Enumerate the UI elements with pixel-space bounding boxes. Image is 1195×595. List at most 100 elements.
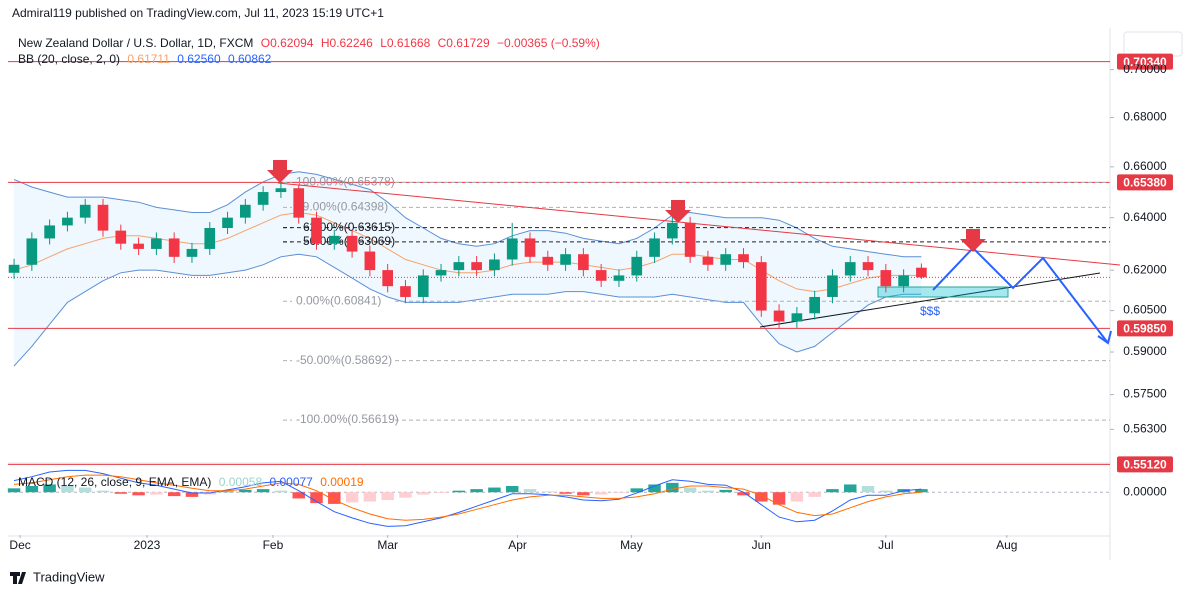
y-tick-label: 0.62000: [1123, 262, 1167, 276]
trend-line: [277, 182, 1121, 266]
histogram-bar: [399, 492, 412, 498]
candles: [8, 182, 927, 328]
histogram-bar: [43, 484, 56, 493]
histogram-bar: [594, 492, 608, 495]
candle-body: [809, 296, 820, 314]
axes: 0.70340 0.65380 0.59850 0.55120 0.70000 0.680…: [9, 53, 1173, 552]
histogram-bar: [577, 492, 590, 496]
candle-body: [916, 267, 927, 278]
candle-body: [738, 254, 749, 263]
candle-body: [844, 262, 856, 276]
symbol-title: New Zealand Dollar / U.S. Dollar, 1D, FX…: [18, 36, 254, 50]
candle-body: [489, 259, 500, 271]
histogram-bar: [683, 487, 697, 493]
signal-line: [13, 474, 922, 521]
zone: [877, 286, 1009, 298]
candle-body: [560, 254, 571, 265]
header: Admiral119 published on TradingView.com,…: [12, 6, 384, 20]
macd-line: [13, 469, 922, 527]
histogram-bar: [328, 492, 341, 504]
projection-arrowhead: [1097, 330, 1112, 345]
x-tick-label: Mar: [377, 538, 398, 552]
x-tick-label: May: [620, 538, 643, 552]
level-label: 0.65380: [1123, 176, 1167, 190]
candle-body: [257, 192, 269, 205]
candle-body: [773, 310, 785, 322]
fib-label: 62.00%(0.63615): [303, 220, 395, 234]
candle-body: [542, 256, 554, 265]
histogram-bar: [648, 484, 661, 493]
histogram-bar: [844, 484, 857, 493]
histogram-bar: [772, 492, 786, 505]
down-arrow: [267, 160, 293, 183]
candle-body: [453, 262, 465, 271]
candle-body: [293, 188, 305, 218]
candle-body: [595, 270, 607, 281]
histogram-bar: [861, 486, 875, 493]
y-tick-label: 0.70000: [1123, 62, 1167, 76]
fib-label: 0.00%(0.60841): [296, 293, 381, 307]
histogram-bar: [239, 489, 252, 493]
candle-body: [311, 217, 322, 244]
histogram-bar: [7, 488, 21, 493]
annotation: $$$: [920, 304, 940, 318]
candle-body: [186, 248, 198, 257]
histogram-bar: [523, 489, 537, 493]
candle-body: [862, 262, 874, 271]
down-arrow: [665, 200, 691, 223]
main-legend: New Zealand Dollar / U.S. Dollar, 1D, FX…: [18, 36, 604, 50]
level-label: 0.70340: [1123, 55, 1167, 69]
candle-body: [240, 204, 251, 218]
candle-body: [8, 264, 20, 273]
histogram-bar: [737, 492, 750, 496]
projection-path: [932, 246, 1109, 344]
candle-body: [26, 238, 38, 265]
indicator-value: 0.00058: [218, 475, 263, 489]
footer-brand: TradingView: [33, 569, 105, 584]
ohlc-value: H0.62246: [320, 36, 373, 50]
indicator-value: 0.60862: [227, 52, 272, 66]
histogram-bar: [612, 492, 626, 493]
histogram-bar: [719, 489, 732, 493]
indicator-name: MACD (12, 26, close, 9, EMA, EMA): [18, 475, 212, 489]
candle-body: [204, 228, 216, 249]
candle-body: [471, 262, 482, 271]
candle-body: [720, 254, 732, 265]
x-tick-label: Dec: [9, 538, 30, 552]
candle-body: [435, 270, 447, 276]
level-label-box: [1117, 320, 1173, 337]
level-label: 0.55120: [1123, 458, 1167, 472]
histogram-bar: [310, 492, 323, 504]
histogram-bar: [256, 489, 270, 493]
candle-body: [880, 270, 892, 287]
y-tick-label: 0.68000: [1123, 110, 1167, 124]
fib-label: 79.00%(0.64398): [296, 200, 388, 214]
histogram-bar: [274, 490, 288, 493]
band-fill: [14, 171, 922, 367]
y-tick-label: 0.59000: [1123, 344, 1167, 358]
candle-body: [417, 275, 429, 297]
histogram-bar: [488, 487, 501, 493]
histogram-bar: [790, 492, 804, 502]
histogram-bar: [701, 490, 715, 493]
histogram-bar: [363, 492, 377, 502]
candle-body: [400, 286, 411, 297]
candle-body: [506, 238, 518, 260]
macd-pane: [7, 469, 1110, 527]
y-tick-label: 0.00000: [1123, 484, 1167, 498]
level-label-box: [1117, 456, 1173, 473]
candle-body: [364, 251, 376, 271]
indicator-value: 0.00077: [269, 475, 313, 489]
histogram-bar: [61, 486, 74, 493]
support-line: [759, 272, 1101, 328]
candle-body: [382, 270, 394, 287]
indicator-value: 0.61711: [127, 52, 170, 66]
histogram-bar: [808, 492, 821, 497]
fib-label: -50.00%(0.58692): [296, 353, 392, 367]
macd-legend: MACD (12, 26, close, 9, EMA, EMA) 0.0005…: [18, 475, 368, 489]
histogram-bar: [25, 486, 39, 493]
axis-button[interactable]: [1123, 31, 1183, 57]
candle-body: [631, 256, 643, 276]
histogram-bar: [292, 492, 305, 499]
candle-body: [97, 204, 109, 231]
